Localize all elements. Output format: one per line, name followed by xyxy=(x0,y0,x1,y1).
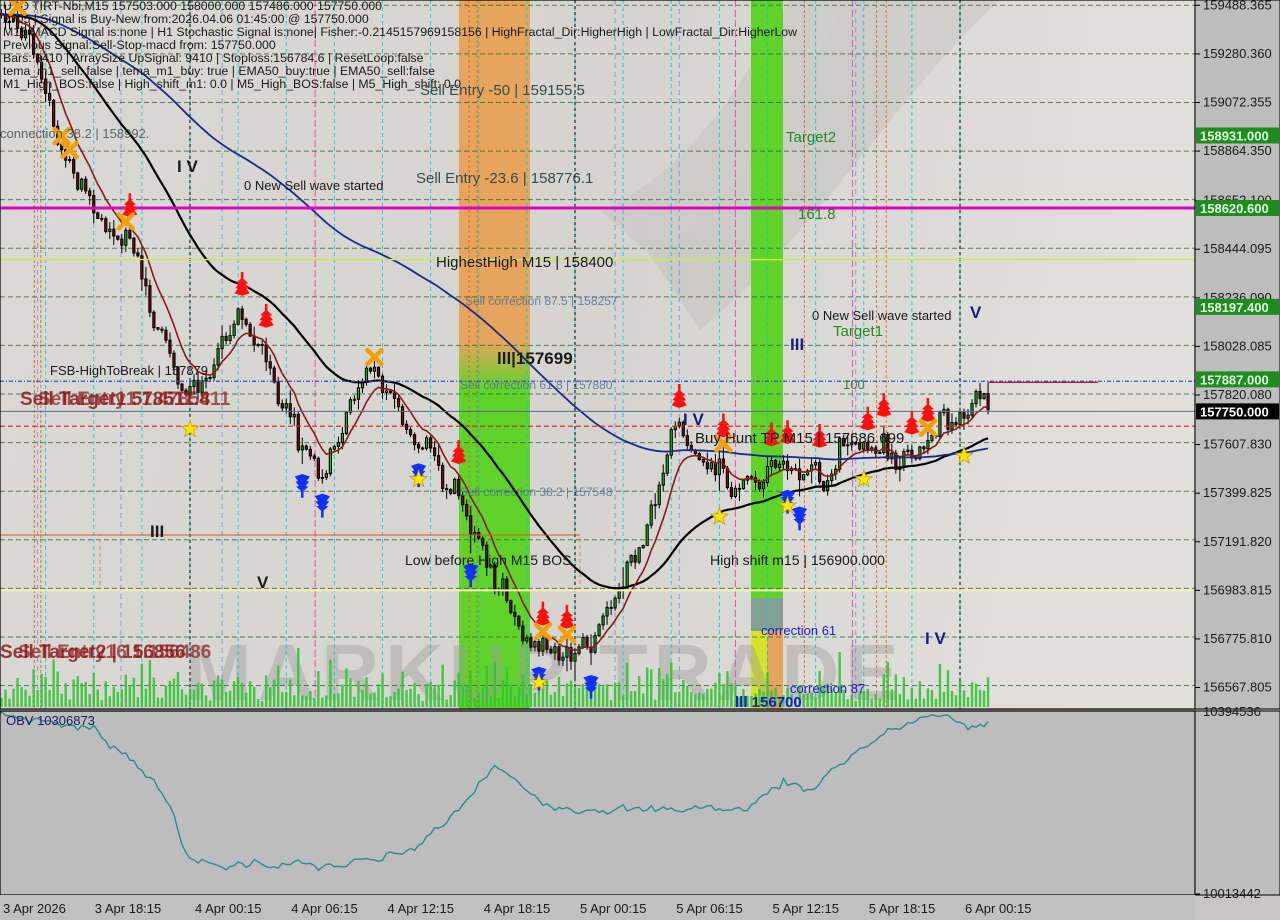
svg-text:156983.815: 156983.815 xyxy=(1203,582,1272,597)
svg-text:4 Apr 00:15: 4 Apr 00:15 xyxy=(195,901,262,916)
svg-text:159280.360: 159280.360 xyxy=(1203,46,1272,61)
svg-text:3 Apr 2026: 3 Apr 2026 xyxy=(3,901,66,916)
svg-text:159488.365: 159488.365 xyxy=(1203,0,1272,12)
svg-text:0 New Sell wave started: 0 New Sell wave started xyxy=(244,178,383,193)
svg-text:Sell correction 61.8 | 157880: Sell correction 61.8 | 157880 xyxy=(460,378,613,392)
svg-text:M1_High_BOS:false | High_shift: M1_High_BOS:false | High_shift_m1: 0.0 |… xyxy=(3,77,461,91)
svg-text:correction 61: correction 61 xyxy=(761,623,836,638)
svg-text:Sell correction 38.2 | 157548: Sell correction 38.2 | 157548 xyxy=(460,485,613,499)
svg-text:0 New Sell wave started: 0 New Sell wave started xyxy=(812,308,951,323)
svg-text:4 Apr 12:15: 4 Apr 12:15 xyxy=(388,901,455,916)
svg-text:III: III xyxy=(150,522,164,541)
svg-text:158444.095: 158444.095 xyxy=(1203,241,1272,256)
svg-text:OBV 10306873: OBV 10306873 xyxy=(6,713,95,728)
svg-text:Target1: Target1 xyxy=(833,323,883,340)
svg-text:157399.825: 157399.825 xyxy=(1203,485,1272,500)
svg-text:5 Apr 00:15: 5 Apr 00:15 xyxy=(580,901,647,916)
svg-text:III: III xyxy=(790,335,804,354)
svg-text:156567.805: 156567.805 xyxy=(1203,680,1272,695)
svg-text:157750.000: 157750.000 xyxy=(1200,404,1269,419)
svg-text:4 Apr 06:15: 4 Apr 06:15 xyxy=(291,901,358,916)
svg-text:10394536: 10394536 xyxy=(1203,704,1261,719)
svg-text:158197.400: 158197.400 xyxy=(1200,300,1269,315)
svg-text:6 Apr 00:15: 6 Apr 00:15 xyxy=(965,901,1032,916)
svg-text:Previous Signal:Sell-Stop-macd: Previous Signal:Sell-Stop-macd from: 157… xyxy=(3,38,276,52)
svg-text:HighestHigh M15 | 158400: HighestHigh M15 | 158400 xyxy=(436,254,613,271)
svg-text:Target2: Target2 xyxy=(786,129,836,146)
svg-text:158931.000: 158931.000 xyxy=(1200,129,1269,144)
svg-text:5 Apr 06:15: 5 Apr 06:15 xyxy=(676,901,743,916)
svg-text:2705 | Signal is Buy-New from:: 2705 | Signal is Buy-New from:2026.04.06… xyxy=(3,12,369,26)
svg-text:159072.355: 159072.355 xyxy=(1203,94,1272,109)
svg-text:lll|157699: lll|157699 xyxy=(497,349,573,368)
svg-text:5 Apr 12:15: 5 Apr 12:15 xyxy=(773,901,840,916)
svg-text:161.8: 161.8 xyxy=(798,206,836,223)
svg-text:157820.080: 157820.080 xyxy=(1203,387,1272,402)
svg-text:4 Apr 18:15: 4 Apr 18:15 xyxy=(484,901,551,916)
svg-text:tema_m1_sell: false | tema_m1_: tema_m1_sell: false | tema_m1_buy: true … xyxy=(3,64,435,78)
svg-text:connection 38.2 | 158992.: connection 38.2 | 158992. xyxy=(0,126,149,141)
svg-text:I V: I V xyxy=(683,410,704,429)
svg-text:Buy Hunt TP M15 | 157686.699: Buy Hunt TP M15 | 157686.699 xyxy=(695,430,904,447)
svg-text:Sell Entry -23.6 | 158776.1: Sell Entry -23.6 | 158776.1 xyxy=(416,170,593,187)
svg-text:V: V xyxy=(257,573,269,592)
svg-text:V: V xyxy=(970,303,982,322)
svg-text:M15 MACD Signal is:none | H1 S: M15 MACD Signal is:none | H1 Stochastic … xyxy=(3,25,797,39)
svg-text:3 Apr 18:15: 3 Apr 18:15 xyxy=(95,901,162,916)
svg-text:158864.350: 158864.350 xyxy=(1203,143,1272,158)
svg-text:157607.830: 157607.830 xyxy=(1203,437,1272,452)
svg-text:Low before High M15 BOS: Low before High M15 BOS xyxy=(405,552,572,568)
svg-text:Bars: 9410 | ArraySize UpSigna: Bars: 9410 | ArraySize UpSignal: 9410 | … xyxy=(3,51,424,65)
svg-text:100: 100 xyxy=(843,377,865,392)
svg-text:I V: I V xyxy=(177,157,198,176)
svg-text:157887.000: 157887.000 xyxy=(1200,372,1269,387)
svg-text:Sell Entry16 1.156486: Sell Entry16 1.156486 xyxy=(18,642,211,663)
svg-text:156775.810: 156775.810 xyxy=(1203,631,1272,646)
svg-text:I V: I V xyxy=(925,629,946,648)
svg-text:5 Apr 18:15: 5 Apr 18:15 xyxy=(869,901,936,916)
svg-text:Sell Entry1 1.4785811: Sell Entry1 1.4785811 xyxy=(38,389,231,410)
svg-text:158028.085: 158028.085 xyxy=(1203,338,1272,353)
svg-text:FSB-HighToBreak | 157879: FSB-HighToBreak | 157879 xyxy=(50,363,208,378)
svg-text:157191.820: 157191.820 xyxy=(1203,534,1272,549)
svg-text:158620.600: 158620.600 xyxy=(1200,201,1269,216)
svg-text:Sell correction 87.5 | 158257: Sell correction 87.5 | 158257 xyxy=(465,294,618,308)
svg-text:High shift m15 | 156900.000: High shift m15 | 156900.000 xyxy=(710,552,885,568)
svg-text:10013442: 10013442 xyxy=(1203,886,1261,901)
svg-text:Sell Entry -50 | 159155.5: Sell Entry -50 | 159155.5 xyxy=(420,82,585,99)
